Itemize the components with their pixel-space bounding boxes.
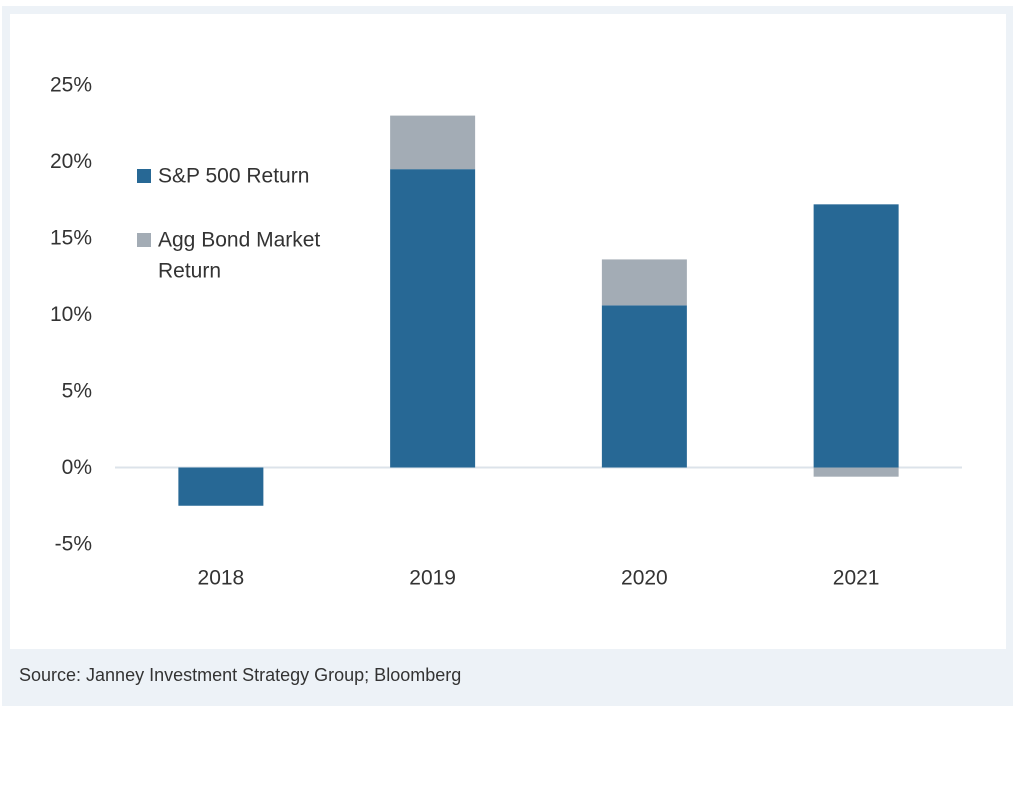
bar-agg-bond-2021 [813, 467, 899, 477]
x-tick-label: 2020 [621, 567, 668, 590]
legend-label: Return [158, 260, 221, 283]
chart-canvas: -5% 0% 5% 10% 15% 20% 25% 2018 2019 2020 2021 S&P 5… [50, 74, 962, 590]
bar-sp500-2021 [813, 204, 899, 468]
legend-label: Agg Bond Market [158, 229, 320, 252]
plot-panel: -5% 0% 5% 10% 15% 20% 25% 2018 2019 2020 2021 S&P 5… [10, 14, 1006, 649]
bar-agg-bond-2020 [601, 259, 687, 306]
y-tick-label: -5% [55, 533, 92, 556]
legend-swatch [137, 233, 151, 247]
y-tick-label: 20% [50, 150, 92, 173]
y-tick-label: 0% [62, 456, 92, 479]
bar-sp500-2018 [178, 467, 264, 506]
x-tick-label: 2018 [198, 567, 245, 590]
chart-frame: -5% 0% 5% 10% 15% 20% 25% 2018 2019 2020 2021 S&P 5… [2, 6, 1013, 706]
source-note: Source: Janney Investment Strategy Group… [19, 665, 462, 685]
x-tick-label: 2021 [833, 567, 880, 590]
bar-agg-bond-2019 [390, 115, 476, 170]
x-tick-label: 2019 [409, 567, 456, 590]
legend-swatch [137, 169, 151, 183]
y-tick-label: 15% [50, 227, 92, 250]
bar-sp500-2020 [601, 305, 687, 468]
y-tick-label: 25% [50, 74, 92, 97]
y-tick-label: 10% [50, 303, 92, 326]
legend-label: S&P 500 Return [158, 165, 309, 188]
bar-sp500-2019 [390, 169, 476, 468]
y-tick-label: 5% [62, 380, 92, 403]
